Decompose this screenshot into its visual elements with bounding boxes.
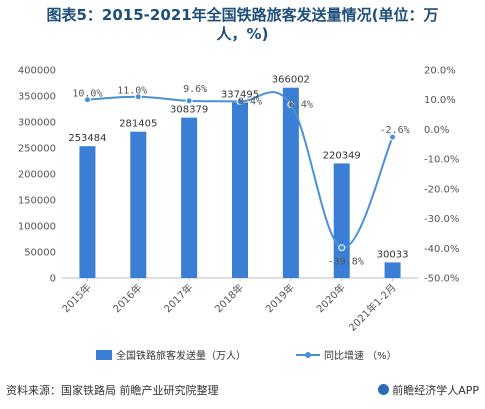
- left-axis-tick-label: 300000: [18, 118, 56, 129]
- brand-name: 前瞻经济学人APP: [392, 384, 479, 397]
- x-axis-tick-label: 2016年: [110, 281, 144, 315]
- growth-rate-label: -2.6%: [380, 125, 410, 136]
- legend-line-marker: [305, 352, 311, 358]
- growth-rate-label: 8.4%: [289, 99, 313, 110]
- bar: [79, 146, 96, 278]
- left-axis-tick-label: 0: [50, 274, 56, 285]
- growth-rate-line: [87, 91, 394, 249]
- left-axis-tick-label: 250000: [18, 144, 56, 155]
- right-axis-tick-label: -40.0%: [424, 244, 459, 255]
- bar: [333, 163, 350, 278]
- bar: [130, 131, 147, 278]
- chart-title: 图表5：2015-2021年全国铁路旅客发送量情况(单位：万 人，%): [10, 6, 475, 44]
- bar-value-label: 30033: [377, 249, 409, 260]
- growth-rate-point: [83, 96, 91, 104]
- bar: [282, 87, 299, 279]
- x-axis-tick-label: 2021年1-2月: [346, 281, 399, 334]
- bar-value-label: 281405: [119, 119, 157, 130]
- x-axis-tick-label: 2020年: [314, 281, 348, 315]
- left-axis-tick-label: 100000: [18, 222, 56, 233]
- bar-value-label: 253484: [68, 133, 106, 144]
- source-note: 资料来源：国家铁路局 前瞻产业研究院整理: [6, 384, 219, 397]
- right-axis-tick-label: -10.0%: [424, 155, 459, 166]
- legend-bar-label: 全国铁路旅客发送量（万人）: [116, 349, 246, 362]
- growth-rate-point: [287, 100, 295, 108]
- x-axis-tick-label: 2015年: [59, 281, 93, 315]
- growth-rate-point: [389, 133, 397, 141]
- right-axis-tick-label: 20.0%: [424, 66, 456, 77]
- right-axis-tick-label: -20.0%: [424, 184, 459, 195]
- brand-footer: 前瞻经济学人APP: [378, 382, 479, 398]
- legend-line-label: 同比增速 （%）: [324, 349, 397, 362]
- x-axis-tick-label: 2018年: [212, 281, 246, 315]
- left-axis-tick-label: 150000: [18, 196, 56, 207]
- left-axis-tick-label: 350000: [18, 92, 56, 103]
- left-axis-tick-label: 200000: [18, 170, 56, 181]
- bar-value-label: 308379: [170, 105, 208, 116]
- chart-title-line-1: 图表5：2015-2021年全国铁路旅客发送量情况(单位：万: [46, 6, 439, 24]
- growth-rate-point: [338, 244, 346, 252]
- left-axis-tick-label: 50000: [24, 248, 56, 259]
- growth-rate-label: 10.0%: [72, 89, 102, 100]
- bar-value-label: 337495: [221, 90, 259, 101]
- growth-rate-point: [185, 97, 193, 105]
- legend-bar-swatch: [96, 350, 112, 360]
- bar: [181, 117, 198, 279]
- growth-rate-label: -39.8%: [328, 257, 364, 268]
- growth-rate-point: [134, 93, 142, 101]
- growth-rate-point: [236, 97, 244, 105]
- bar-value-label: 366002: [272, 75, 310, 86]
- bar: [232, 102, 248, 279]
- x-axis-tick-label: 2017年: [161, 281, 195, 315]
- growth-rate-label: 9.4%: [238, 96, 262, 107]
- bar-value-label: 220349: [323, 150, 361, 161]
- right-axis-tick-label: 10.0%: [424, 95, 456, 106]
- left-axis-tick-label: 400000: [18, 66, 56, 77]
- chart-title-line-2: 人，%): [216, 25, 269, 43]
- bar: [384, 262, 401, 278]
- right-axis-tick-label: 0.0%: [424, 125, 449, 136]
- right-axis-tick-label: -50.0%: [424, 274, 459, 285]
- growth-rate-label: 11.0%: [117, 86, 147, 97]
- right-axis-tick-label: -30.0%: [424, 214, 459, 225]
- brand-logo-icon: [378, 384, 390, 395]
- growth-rate-label: 9.6%: [183, 84, 207, 95]
- x-axis-tick-label: 2019年: [263, 281, 297, 315]
